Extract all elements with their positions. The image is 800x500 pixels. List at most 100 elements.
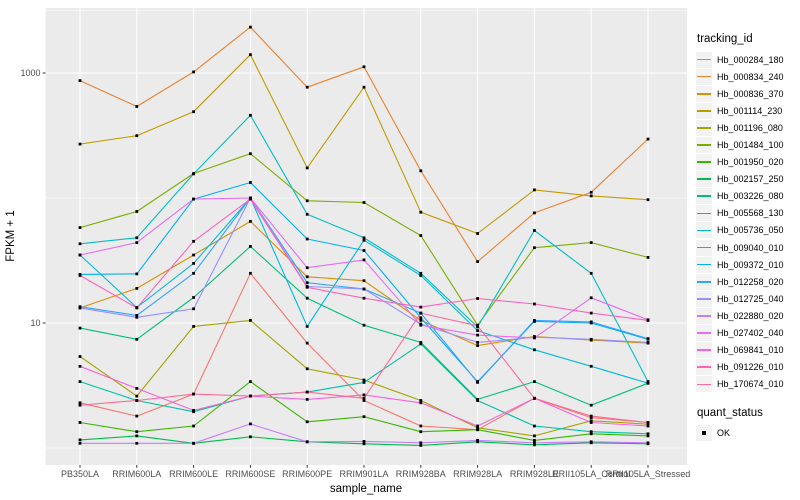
legend-entry-Hb_009372_010: Hb_009372_010: [696, 256, 800, 273]
data-point: [589, 440, 593, 444]
data-point: [78, 438, 82, 442]
data-point: [135, 241, 139, 244]
data-point: [589, 337, 593, 341]
legend-entry-label: Hb_009040_010: [717, 242, 784, 253]
data-point: [78, 274, 82, 277]
data-point: [533, 336, 536, 340]
data-point: [192, 253, 195, 257]
data-point: [646, 421, 650, 424]
data-point: [589, 364, 593, 368]
legend-color-line: [697, 127, 711, 129]
data-point: [78, 401, 82, 405]
legend-entry-label: Hb_002157_250: [717, 174, 784, 185]
legend-key-line-icon: [696, 307, 712, 324]
data-point: [476, 260, 479, 263]
legend-color-line: [697, 195, 711, 198]
legend-key-line-icon: [696, 359, 712, 376]
data-point: [646, 319, 650, 322]
data-point: [192, 110, 195, 114]
data-point: [589, 320, 593, 324]
data-point: [646, 256, 650, 259]
legend-color-line: [697, 92, 711, 95]
data-point: [135, 287, 139, 290]
data-point: [249, 181, 252, 184]
data-point: [362, 85, 366, 89]
data-point: [192, 307, 195, 311]
data-point: [362, 399, 366, 402]
data-point: [589, 241, 593, 244]
legend-entry-Hb_005568_130: Hb_005568_130: [696, 205, 800, 222]
y-tick-label-1000: 1000: [20, 68, 40, 78]
legend-entry-label: Hb_000836_370: [717, 88, 784, 99]
data-point: [192, 239, 195, 243]
x-axis-title: sample_name: [330, 483, 402, 495]
data-point: [305, 85, 309, 89]
data-point: [249, 394, 252, 398]
data-point: [135, 430, 139, 434]
data-point: [78, 306, 82, 310]
data-point: [589, 194, 593, 198]
data-point: [533, 246, 536, 250]
legend-entry-Hb_001484_100: Hb_001484_100: [696, 136, 800, 154]
legend-entry-Hb_170674_010: Hb_170674_010: [696, 376, 800, 393]
data-point: [362, 442, 366, 446]
legend-entry-Hb_027402_040: Hb_027402_040: [696, 325, 800, 342]
legend-key-line-icon: [696, 137, 712, 154]
data-point: [419, 319, 423, 322]
data-point: [533, 396, 536, 400]
data-point: [362, 279, 366, 283]
legend-key-line-icon: [696, 290, 712, 307]
data-point: [589, 419, 593, 423]
data-point: [362, 323, 366, 327]
data-point: [533, 424, 536, 428]
data-point: [476, 439, 479, 442]
data-point: [362, 396, 366, 400]
x-tick-label-RRIM928BA: RRIM928BA: [396, 469, 446, 479]
data-point: [533, 229, 536, 232]
legend-key-line-icon: [696, 102, 712, 119]
legend-color-line: [697, 263, 711, 266]
data-point: [192, 197, 195, 201]
legend-entry-Hb_009040_010: Hb_009040_010: [696, 239, 800, 256]
legend-entries: Hb_000284_180 Hb_000834_240 Hb_000836_370 H…: [696, 51, 800, 393]
data-point: [249, 380, 252, 383]
data-point: [533, 319, 536, 322]
data-point: [305, 341, 309, 345]
data-point: [249, 245, 252, 248]
data-point: [78, 403, 82, 407]
legend-entry-label: Hb_001950_020: [717, 157, 784, 168]
legend-entry-label: Hb_005736_050: [717, 225, 784, 236]
data-point: [476, 329, 479, 332]
data-point: [305, 266, 309, 270]
data-point: [362, 238, 366, 242]
data-point: [135, 434, 139, 438]
legend-key-line-icon: [696, 325, 712, 342]
legend-entry-label: Hb_170674_010: [717, 379, 784, 390]
legend-entry-label: Hb_000284_180: [717, 54, 784, 65]
data-point: [192, 296, 195, 299]
legend-entry-label: Hb_012258_020: [717, 276, 784, 287]
legend-key-line-icon: [696, 171, 712, 188]
data-point: [533, 188, 536, 192]
data-point: [533, 211, 536, 215]
legend-key-line-icon: [696, 342, 712, 359]
data-point: [78, 226, 82, 229]
legend-color-line: [697, 315, 711, 317]
data-point: [476, 428, 479, 432]
legend-color-line: [697, 58, 711, 61]
data-point: [419, 210, 423, 214]
legend-color-line: [697, 280, 711, 283]
data-point: [249, 422, 252, 426]
data-point: [305, 367, 309, 371]
data-point: [305, 237, 309, 241]
data-point: [78, 380, 82, 383]
data-point: [533, 434, 536, 438]
data-point: [135, 134, 139, 138]
legend-entry-label: Hb_001114_230: [717, 105, 783, 116]
data-point: [362, 201, 366, 204]
data-point: [476, 381, 479, 384]
black-square-point-icon: [702, 431, 706, 436]
legend-entry-Hb_002157_250: Hb_002157_250: [696, 171, 800, 188]
data-point: [192, 262, 195, 265]
data-point: [78, 441, 82, 445]
